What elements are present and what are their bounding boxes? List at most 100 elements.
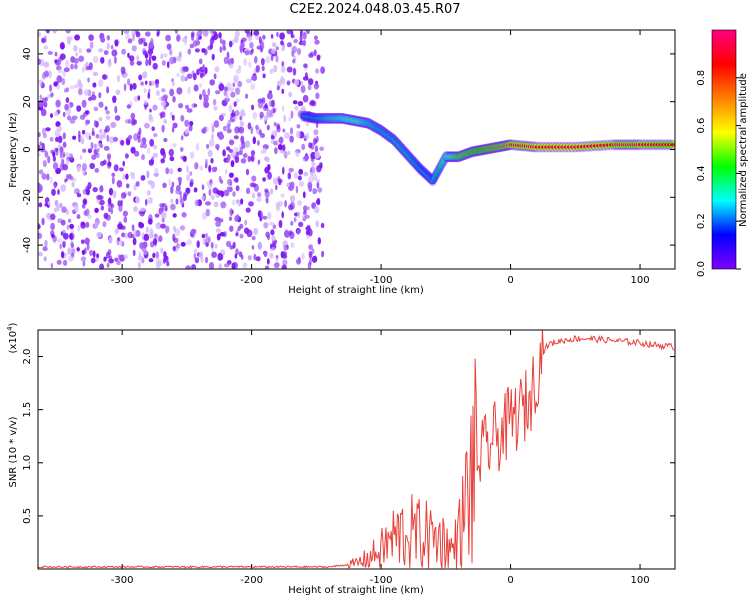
spectrogram-noise-cell — [46, 173, 50, 181]
spectrogram-noise-cell — [88, 34, 94, 41]
spectrogram-noise-cell — [235, 68, 242, 74]
spectrogram-noise-cell — [55, 121, 61, 128]
spectrogram-noise-cell — [194, 48, 200, 53]
spectrogram-noise-cell — [214, 166, 218, 172]
spectrogram-noise-cell — [38, 202, 43, 208]
spectrogram-noise-cell — [201, 233, 206, 239]
spectrogram-noise-cell — [59, 202, 63, 208]
spectrogram-noise-cell — [133, 228, 137, 237]
spectrogram-noise-cell — [81, 99, 87, 108]
spectrogram-noise-cell — [292, 100, 298, 105]
spectrogram-noise-cell — [186, 174, 190, 182]
spectrogram-noise-cell — [106, 262, 110, 268]
spectrogram-noise-cell — [303, 135, 310, 140]
spectrogram-noise-cell — [140, 175, 146, 181]
spectrogram-noise-cell — [165, 225, 170, 234]
spectrogram-noise-cell — [132, 33, 135, 42]
spectrogram-noise-cell — [205, 158, 208, 167]
spectrogram-noise-cell — [96, 231, 102, 238]
spectrogram-noise-cell — [250, 83, 256, 90]
spectrogram-noise-cell — [202, 64, 206, 71]
spectrogram-noise-cell — [63, 67, 70, 73]
spectrogram-noise-cell — [137, 136, 141, 143]
spectrogram-noise-cell — [236, 98, 240, 103]
spectrogram-noise-cell — [123, 73, 128, 79]
spectrogram-noise-cell — [230, 112, 236, 118]
spectrogram-noise-cell — [182, 155, 187, 162]
spectrogram-noise-cell — [276, 125, 281, 133]
spectrogram-noise-cell — [49, 177, 53, 184]
spectrogram-noise-cell — [131, 45, 137, 52]
spectrogram-noise-cell — [296, 229, 300, 235]
spectrogram-noise-cell — [133, 119, 138, 125]
spectrogram-noise-cell — [212, 98, 217, 106]
spectrogram-noise-cell — [148, 258, 154, 263]
spectrogram-noise-cell — [112, 136, 119, 142]
spectrogram-noise-cell — [38, 251, 43, 257]
spectrogram-noise-cell — [39, 141, 43, 146]
spectrogram-noise-cell — [226, 128, 232, 134]
spectrogram-noise-cell — [284, 132, 290, 139]
spectrogram-noise-cell — [214, 66, 220, 73]
spectrogram-noise-cell — [193, 252, 196, 259]
spectrogram-noise-cell — [98, 79, 104, 87]
spectrogram-noise-cell — [56, 75, 63, 83]
spectrogram-noise-cell — [189, 120, 194, 127]
spectrogram-noise-cell — [44, 150, 49, 158]
spectrogram-noise-cell — [194, 199, 200, 207]
spectrogram-noise-cell — [78, 47, 82, 54]
spectrogram-noise-cell — [54, 129, 61, 138]
spectrogram-noise-cell — [47, 155, 51, 164]
spectrogram-noise-cell — [248, 201, 254, 207]
spectrogram-noise-cell — [229, 225, 234, 232]
spectrogram-noise-cell — [176, 72, 180, 78]
spectrogram-noise-cell — [199, 73, 204, 79]
spectrogram-noise-cell — [309, 99, 316, 106]
spectrogram-noise-cell — [275, 256, 279, 263]
spectrogram-noise-cell — [172, 213, 177, 218]
spectrogram-noise-cell — [250, 150, 256, 156]
spectrogram-noise-cell — [240, 113, 244, 118]
spectrogram-noise-cell — [50, 262, 54, 269]
spectrogram-noise-cell — [141, 154, 145, 161]
spectrogram-noise-cell — [140, 81, 144, 86]
spectrogram-noise-cell — [271, 99, 275, 108]
spectrogram-noise-cell — [145, 226, 149, 233]
spectrogram-noise-cell — [152, 153, 159, 158]
spectrogram-noise-cell — [205, 242, 209, 248]
spectrogram-noise-cell — [197, 30, 203, 37]
spectrogram-noise-cell — [93, 106, 99, 112]
spectrogram-noise-cell — [316, 135, 319, 143]
snr-scale-factor: (x104) — [6, 322, 19, 353]
spectrogram-noise-cell — [85, 65, 91, 71]
spectrogram-noise-cell — [218, 263, 223, 269]
spectrogram-noise-cell — [152, 237, 158, 246]
spectrogram-noise-cell — [38, 144, 41, 152]
spectrogram-noise-cell — [161, 60, 166, 66]
spectrogram-noise-cell — [210, 194, 215, 201]
spectrogram-noise-cell — [179, 225, 186, 231]
spectrogram-noise-cell — [50, 213, 56, 221]
spectrogram-noise-cell — [73, 189, 77, 195]
spectrogram-noise-cell — [281, 88, 285, 95]
spectrogram-noise-cell — [257, 159, 261, 165]
spectrogram-noise-cell — [271, 135, 275, 140]
spectrogram-noise-cell — [258, 36, 262, 45]
spectrogram-noise-cell — [203, 94, 209, 103]
spectrogram-noise-cell — [186, 108, 193, 113]
spectrogram-noise-cell — [163, 137, 168, 143]
snr-series-line — [38, 330, 675, 569]
spectrogram-noise-cell — [261, 65, 265, 72]
spectrogram-noise-cell — [232, 241, 236, 249]
spectrogram-noise-cell — [108, 258, 114, 264]
spectrogram-noise-cell — [57, 68, 63, 74]
spectrogram-noise-cell — [137, 261, 141, 269]
spectrogram-noise-cell — [307, 206, 310, 211]
spectrogram-noise-cell — [273, 140, 278, 146]
spectrogram-noise-cell — [165, 34, 172, 42]
spectrogram-noise-cell — [64, 152, 71, 157]
spectrogram-noise-cell — [239, 146, 243, 154]
spectrogram-noise-cell — [54, 51, 58, 57]
spectrogram-noise-cell — [106, 134, 110, 142]
spectrogram-noise-cell — [106, 153, 112, 160]
